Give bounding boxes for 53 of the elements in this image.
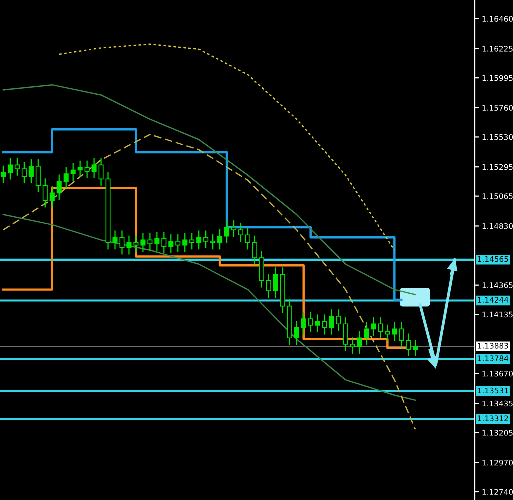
- candlestick: [238, 223, 244, 242]
- candlestick: [78, 160, 83, 178]
- candlestick: [28, 160, 34, 184]
- candlestick: [176, 234, 181, 252]
- candlestick: [154, 232, 160, 251]
- candlestick: [196, 230, 202, 250]
- candlestick: [148, 233, 153, 251]
- candlestick: [385, 324, 390, 342]
- candlestick: [98, 158, 104, 186]
- candlestick: [190, 233, 195, 250]
- candlestick: [168, 234, 174, 254]
- candlestick: [308, 312, 314, 332]
- candlestick: [42, 178, 48, 208]
- candlestick: [8, 158, 13, 180]
- candlestick: [413, 340, 418, 356]
- candlestick: [56, 174, 62, 200]
- candlestick: [162, 232, 167, 254]
- candlestick: [50, 186, 55, 208]
- candlestick: [210, 234, 216, 250]
- candlestick: [140, 233, 146, 252]
- candlestick: [134, 236, 139, 252]
- candlestick: [273, 268, 278, 298]
- candlestick: [392, 322, 398, 342]
- candlestick: [259, 251, 264, 288]
- candlestick: [36, 160, 41, 192]
- candlestick: [231, 220, 237, 237]
- candlestick: [252, 236, 258, 265]
- candlestick: [64, 167, 69, 189]
- candlestick: [92, 158, 97, 178]
- candlestick: [399, 322, 404, 348]
- candlestick: [22, 162, 27, 184]
- candlestick: [224, 220, 230, 244]
- candlestick: [301, 312, 306, 335]
- candlestick: [0, 166, 6, 184]
- candlestick: [245, 228, 250, 250]
- candlestick: [70, 163, 76, 181]
- candlestick: [204, 230, 209, 248]
- candlestick: [336, 310, 342, 332]
- candlestick: [322, 314, 328, 335]
- line-series: [58, 44, 396, 252]
- candlestick: [329, 310, 334, 335]
- candlestick: [294, 321, 300, 346]
- line-series: [2, 134, 416, 430]
- candlestick: [266, 274, 272, 298]
- candlestick: [14, 158, 20, 176]
- candlestick: [315, 314, 320, 332]
- candlestick: [378, 317, 384, 339]
- candlestick: [84, 160, 90, 178]
- candlestick: [182, 233, 188, 252]
- candlestick: [406, 334, 412, 356]
- candlestick: [218, 229, 223, 250]
- candlestick: [371, 317, 376, 336]
- line-series: [2, 214, 416, 402]
